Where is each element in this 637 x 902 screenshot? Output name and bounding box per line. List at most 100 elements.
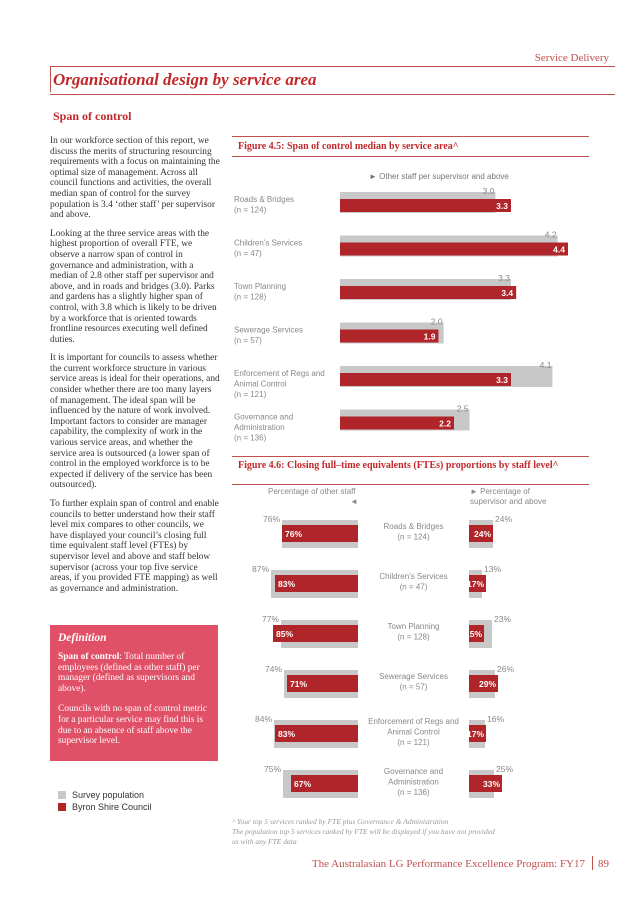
category-label: (n = 47) [400, 583, 428, 592]
fig46-chart: 76% 76% 24% 24% Roads & Bridges (n = 124) 87% 8… [252, 514, 514, 798]
header-rule [50, 66, 615, 67]
survey-value-label: 3.3 [498, 273, 510, 283]
survey-supervisor-label: 23% [494, 614, 511, 624]
council-bar [340, 416, 454, 430]
footnote: ^ Your top 5 services ranked by FTE plus… [232, 817, 592, 847]
survey-value-label: 4.1 [540, 360, 552, 370]
category-label: Enforcement of Regs and [234, 369, 325, 378]
survey-value-label: 4.2 [545, 230, 557, 240]
category-label: (n = 121) [234, 390, 267, 399]
category-label: (n = 57) [234, 336, 262, 345]
category-label: Sewerage Services [234, 326, 303, 335]
survey-supervisor-label: 13% [484, 564, 501, 574]
category-label: (n = 121) [397, 738, 430, 747]
council-value-label: 1.9 [424, 332, 436, 342]
footnote-line: The population top 5 services ranked by … [232, 827, 495, 836]
survey-other-label: 77% [262, 614, 279, 624]
body-paragraph: In our workforce section of this report,… [50, 136, 220, 221]
definition-note: Councils with no span of control metric … [58, 703, 207, 747]
survey-value-label: 2.5 [457, 404, 469, 414]
title-rule [50, 94, 615, 95]
council-supervisor-label: 29% [479, 679, 496, 689]
legend-label-council: Byron Shire Council [72, 802, 152, 812]
category-label: Animal Control [234, 380, 287, 389]
council-other-label: 76% [285, 529, 302, 539]
header-tick [50, 66, 51, 92]
council-value-label: 3.3 [496, 375, 508, 385]
survey-other-label: 87% [252, 564, 269, 574]
council-value-label: 4.4 [553, 245, 565, 255]
category-label: (n = 136) [397, 788, 430, 797]
page-title: Organisational design by service area [53, 70, 317, 89]
category-label: Enforcement of Regs and [368, 717, 459, 726]
council-bar [340, 286, 517, 299]
legend-item-council: Byron Shire Council [58, 801, 152, 813]
category-label: Administration [234, 423, 285, 432]
definition-box: Definition Span of control: Total number… [50, 625, 218, 761]
legend-swatch-council [58, 803, 66, 811]
category-label: Animal Control [387, 728, 440, 737]
category-label: (n = 128) [397, 633, 430, 642]
section-title: Span of control [53, 109, 132, 123]
category-label: Governance and [234, 413, 293, 422]
council-other-label: 83% [278, 729, 295, 739]
page-number: 89 [598, 858, 609, 870]
definition-text: Span of control: Total number of employe… [58, 652, 210, 695]
survey-supervisor-label: 26% [497, 664, 514, 674]
fig45-top-rule [232, 136, 589, 137]
council-other-label: 67% [294, 779, 311, 789]
council-supervisor-bar [469, 775, 502, 792]
council-supervisor-bar [469, 725, 486, 742]
category-label: Town Planning [387, 622, 439, 631]
fig45-title: Figure 4.5: Span of control median by se… [238, 141, 459, 152]
legend-swatch-survey [58, 791, 66, 799]
category-label: Children's Services [234, 239, 302, 248]
category-label: Children's Services [379, 572, 447, 581]
survey-other-label: 75% [264, 764, 281, 774]
survey-value-label: 3.0 [483, 186, 495, 196]
council-bar [340, 242, 568, 256]
council-value-label: 3.3 [496, 201, 508, 211]
council-supervisor-bar [469, 575, 486, 592]
body-paragraph: It is important for councils to assess w… [50, 353, 220, 491]
council-supervisor-bar [469, 675, 498, 692]
category-label: Roads & Bridges [383, 522, 443, 531]
council-supervisor-label: 15% [465, 629, 482, 639]
category-label: Roads & Bridges [234, 195, 294, 204]
council-other-bar [287, 675, 358, 692]
category-label: (n = 124) [397, 533, 430, 542]
definition-term-text: : Total number of employees (defined as … [58, 651, 200, 695]
footer-program: The Australasian LG Performance Excellen… [311, 858, 585, 870]
definition-title: Definition [58, 632, 107, 644]
survey-supervisor-label: 16% [487, 714, 504, 724]
council-value-label: 2.2 [439, 419, 451, 429]
council-bar [340, 199, 511, 212]
survey-supervisor-label: 24% [495, 514, 512, 524]
council-supervisor-label: 33% [483, 779, 500, 789]
council-supervisor-label: 17% [467, 579, 484, 589]
council-other-label: 71% [290, 679, 307, 689]
fig45-title-rule [232, 156, 589, 157]
council-supervisor-bar [469, 525, 493, 542]
category-label: (n = 128) [234, 293, 267, 302]
fig46-top-rule [232, 456, 589, 457]
definition-term: Span of control [58, 651, 120, 662]
survey-other-label: 76% [263, 514, 280, 524]
fig46-left-header: Percentage of other staff [268, 487, 356, 496]
council-other-label: 85% [276, 629, 293, 639]
council-other-bar [291, 775, 358, 792]
body-paragraph: Looking at the three service areas with … [50, 228, 217, 345]
body-text: In our workforce section of this report,… [50, 136, 220, 602]
body-paragraph: To further explain span of control and e… [50, 499, 219, 594]
council-bar [340, 329, 439, 343]
council-other-bar [275, 725, 358, 742]
council-supervisor-label: 17% [467, 729, 484, 739]
legend-item-survey: Survey population [58, 789, 152, 801]
category-label: (n = 136) [234, 434, 267, 443]
fig45-legend-text: ► Other staff per supervisor and above [369, 172, 509, 181]
category-label: Administration [388, 778, 439, 787]
survey-other-label: 84% [255, 714, 272, 724]
council-value-label: 3.4 [501, 288, 513, 298]
footnote-line: us with any FTE data [232, 837, 297, 846]
